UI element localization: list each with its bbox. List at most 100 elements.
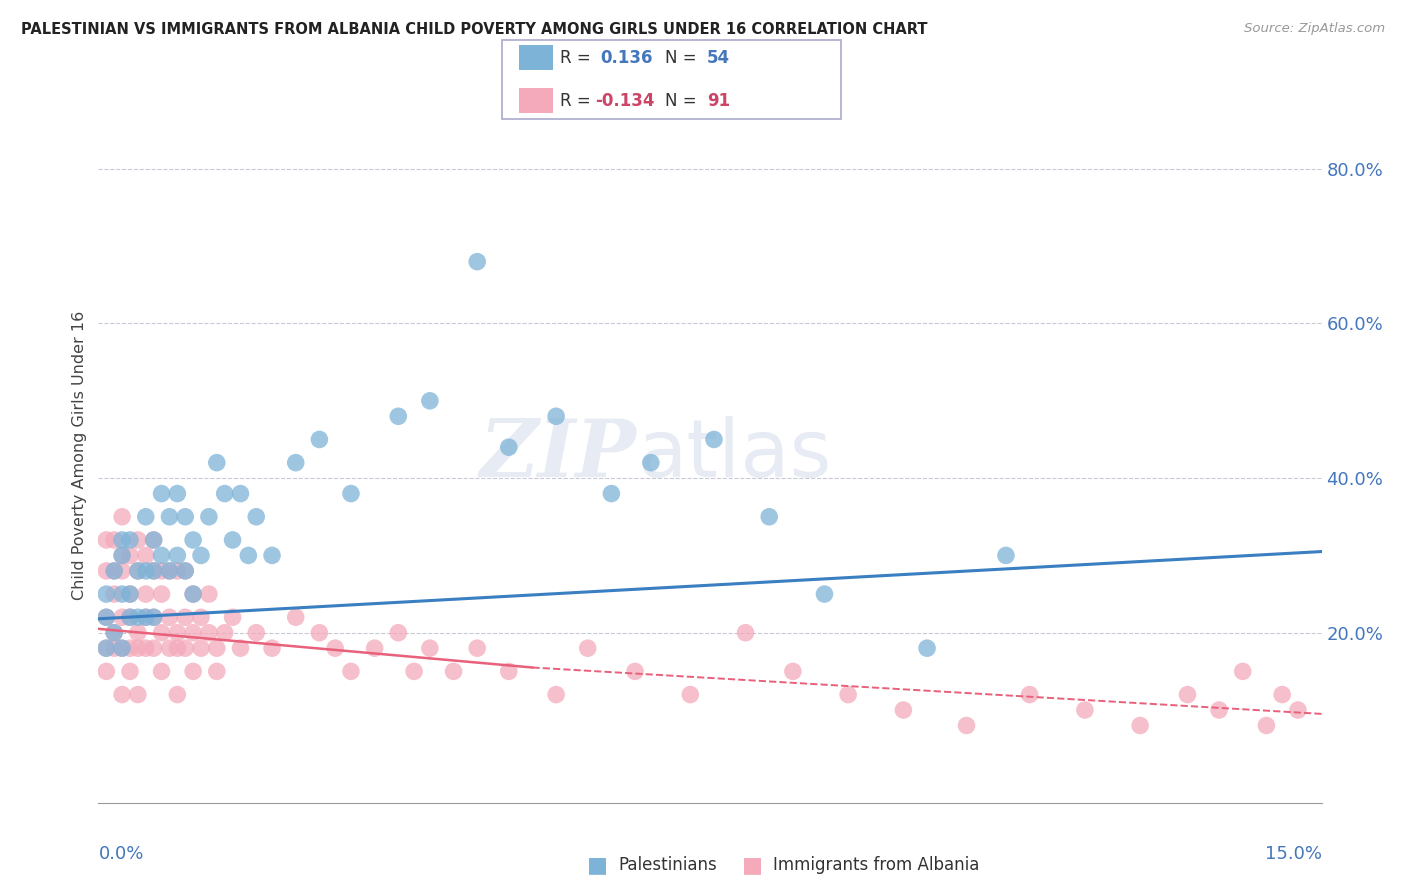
Point <box>443 665 465 679</box>
Point <box>118 610 141 624</box>
Point <box>118 549 141 563</box>
Point <box>915 641 938 656</box>
Point <box>118 587 141 601</box>
Text: -0.134: -0.134 <box>595 92 654 110</box>
Point <box>323 641 346 656</box>
Text: 15.0%: 15.0% <box>1264 846 1322 863</box>
Point <box>166 549 188 563</box>
Point <box>1271 688 1294 702</box>
Point <box>229 641 252 656</box>
Point <box>166 641 188 656</box>
Point <box>624 665 647 679</box>
Point <box>142 610 165 624</box>
Point <box>181 533 204 547</box>
Point <box>260 641 283 656</box>
Point <box>205 641 228 656</box>
Point <box>135 610 157 624</box>
Text: atlas: atlas <box>637 416 831 494</box>
Point <box>111 564 134 578</box>
Point <box>546 409 568 424</box>
Text: R =: R = <box>560 92 596 110</box>
Point <box>190 641 212 656</box>
Point <box>142 533 165 547</box>
Point <box>174 564 197 578</box>
Point <box>174 564 197 578</box>
Point <box>1286 703 1309 717</box>
Point <box>245 625 267 640</box>
Point <box>181 665 204 679</box>
Point <box>181 587 204 601</box>
Point <box>576 641 599 656</box>
Point <box>135 549 157 563</box>
Point <box>181 625 204 640</box>
Point <box>96 665 118 679</box>
Point <box>166 688 188 702</box>
Point <box>166 486 188 500</box>
Point <box>96 610 118 624</box>
Text: N =: N = <box>665 92 702 110</box>
Point <box>546 688 568 702</box>
Point <box>214 625 236 640</box>
Point <box>221 533 243 547</box>
Point <box>135 509 157 524</box>
Text: Source: ZipAtlas.com: Source: ZipAtlas.com <box>1244 22 1385 36</box>
Point <box>600 486 623 500</box>
Point <box>103 564 125 578</box>
Point <box>260 549 283 563</box>
Point <box>837 688 859 702</box>
Point <box>419 393 441 408</box>
Point <box>284 456 307 470</box>
Point <box>387 409 409 424</box>
Point <box>96 641 118 656</box>
Point <box>498 440 520 454</box>
Point <box>96 587 118 601</box>
Point <box>1129 718 1152 732</box>
Point <box>111 641 134 656</box>
Point <box>758 509 780 524</box>
Point <box>127 641 149 656</box>
Point <box>159 509 181 524</box>
Point <box>404 665 426 679</box>
Text: PALESTINIAN VS IMMIGRANTS FROM ALBANIA CHILD POVERTY AMONG GIRLS UNDER 16 CORREL: PALESTINIAN VS IMMIGRANTS FROM ALBANIA C… <box>21 22 928 37</box>
Point <box>103 564 125 578</box>
Text: 91: 91 <box>707 92 730 110</box>
Point <box>679 688 702 702</box>
Point <box>150 587 173 601</box>
Point <box>955 718 977 732</box>
Point <box>111 587 134 601</box>
Point <box>994 549 1017 563</box>
Point <box>363 641 385 656</box>
Point <box>103 641 125 656</box>
Point <box>1177 688 1199 702</box>
Point <box>198 587 221 601</box>
Point <box>118 610 141 624</box>
Text: 54: 54 <box>707 49 730 67</box>
Point <box>229 486 252 500</box>
Point <box>893 703 915 717</box>
Point <box>465 641 488 656</box>
Point <box>190 549 212 563</box>
Point <box>111 509 134 524</box>
Point <box>111 610 134 624</box>
Point <box>308 433 330 447</box>
Point <box>221 610 243 624</box>
Point <box>118 533 141 547</box>
Point <box>111 549 134 563</box>
Point <box>150 549 173 563</box>
Point <box>174 641 197 656</box>
Text: 0.136: 0.136 <box>600 49 652 67</box>
Point <box>142 564 165 578</box>
Point <box>150 564 173 578</box>
Point <box>1232 665 1254 679</box>
Point <box>782 665 804 679</box>
Point <box>96 641 118 656</box>
Point <box>166 625 188 640</box>
Point <box>174 610 197 624</box>
Point <box>166 564 188 578</box>
Point <box>245 509 267 524</box>
Point <box>96 610 118 624</box>
Point <box>190 610 212 624</box>
Point <box>150 665 173 679</box>
Point <box>127 564 149 578</box>
Text: ■: ■ <box>588 855 607 875</box>
